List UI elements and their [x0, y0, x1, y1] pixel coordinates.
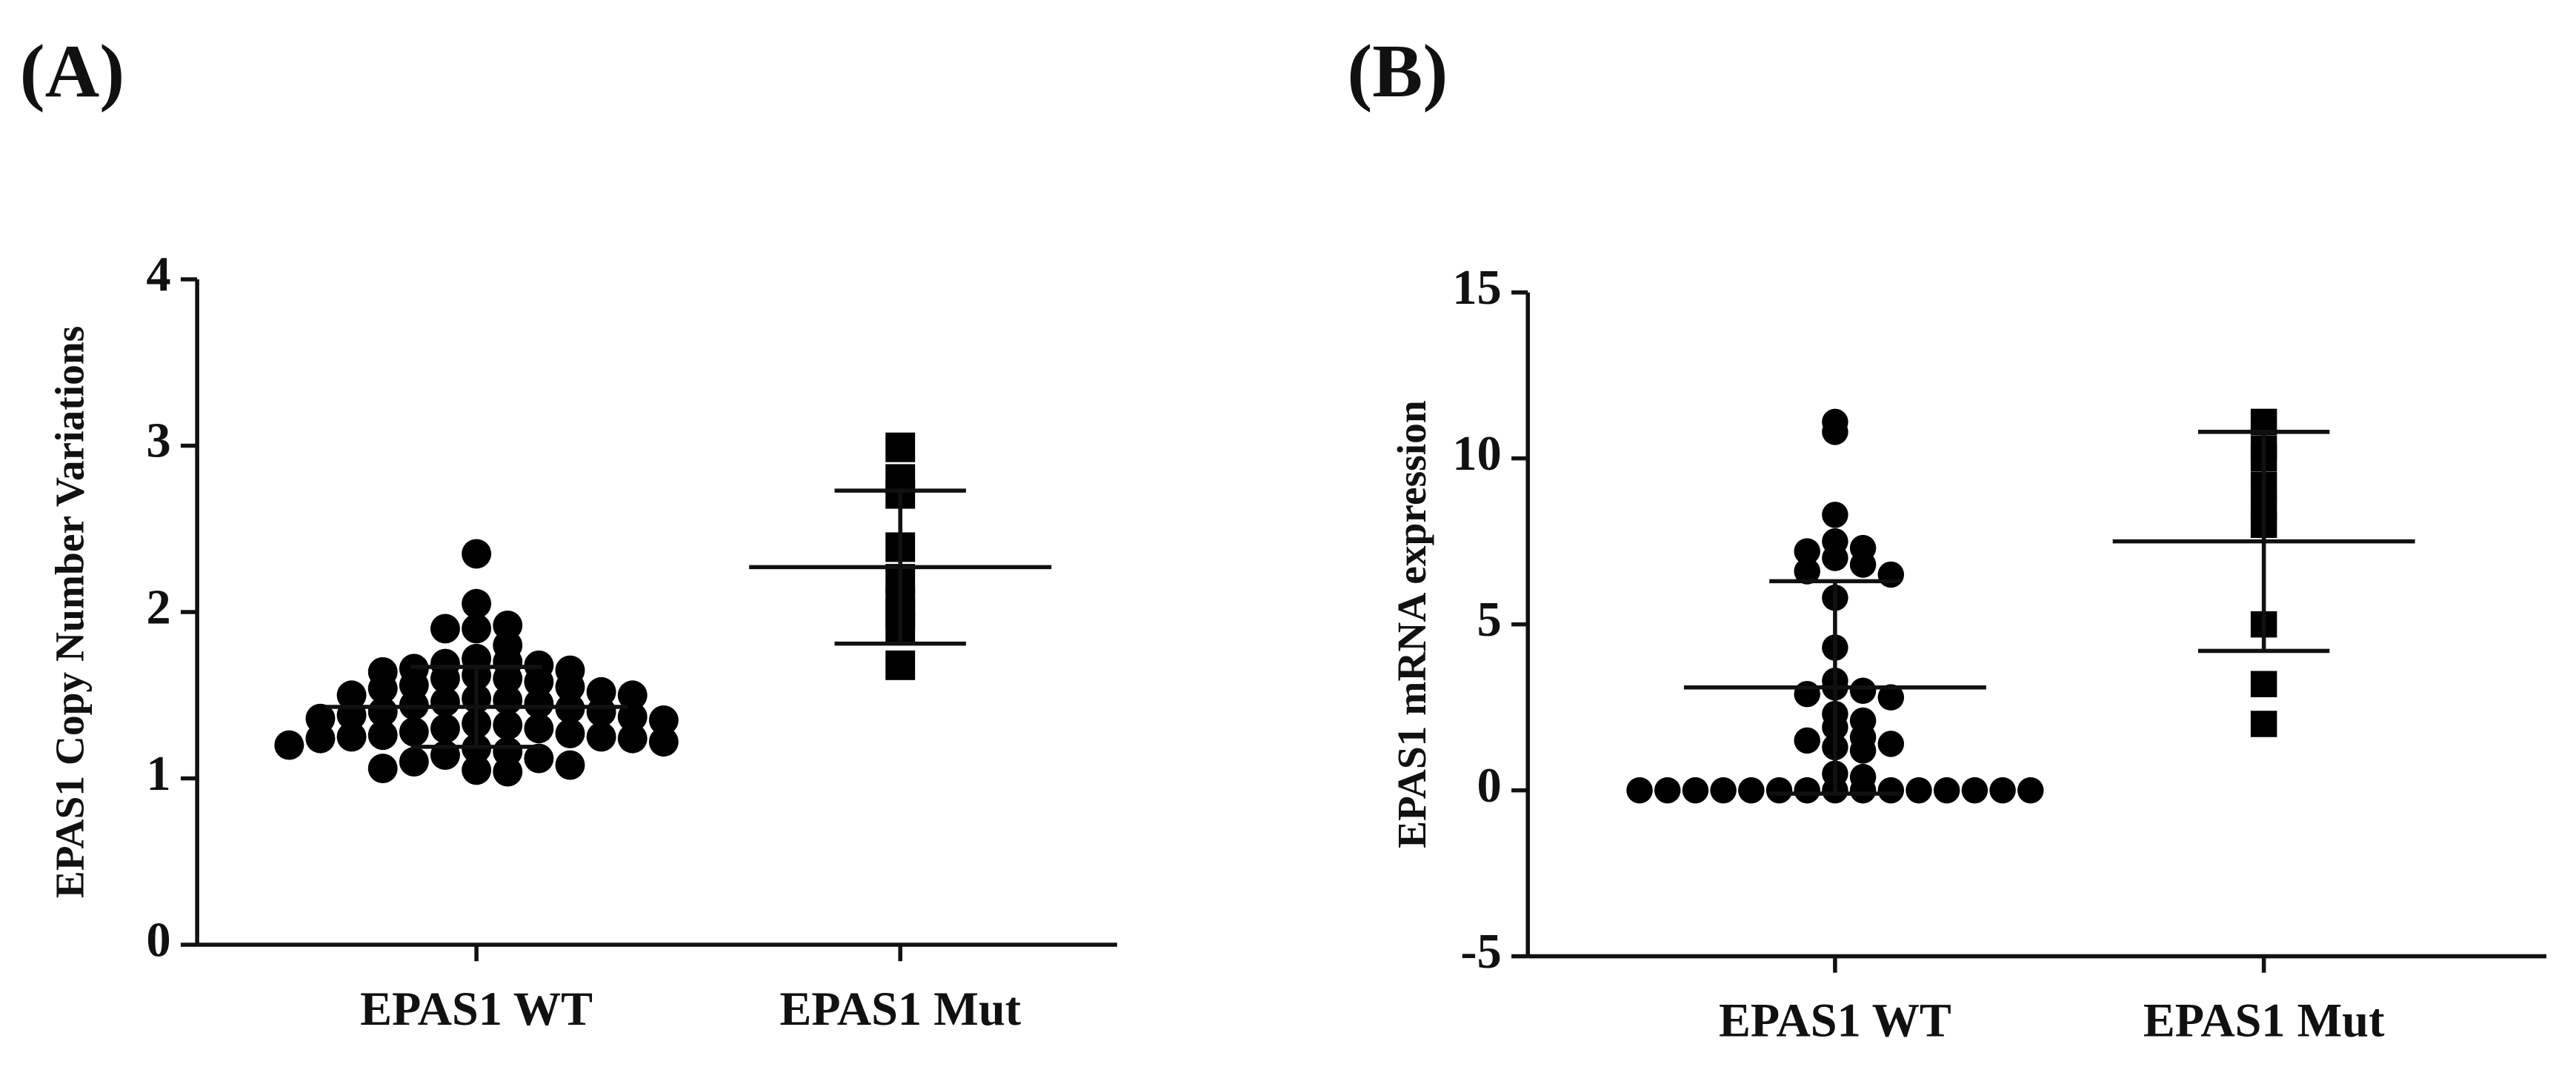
data-point [885, 650, 916, 680]
data-point [1961, 777, 1988, 804]
panel-label: (A) [20, 30, 125, 113]
data-point [885, 432, 916, 462]
data-point [1989, 777, 2016, 804]
data-point [1794, 777, 1820, 804]
data-point [555, 672, 585, 702]
data-point [274, 730, 304, 760]
data-point [2250, 671, 2277, 697]
data-point [493, 710, 523, 740]
data-point [2250, 711, 2277, 737]
data-point [1822, 419, 1848, 445]
data-point [617, 702, 648, 732]
data-point [430, 663, 460, 694]
y-tick-label: 15 [1452, 261, 1502, 315]
data-point [430, 687, 460, 717]
x-tick-label: EPAS1 Mut [2143, 994, 2385, 1046]
data-point [617, 680, 648, 711]
data-point [555, 750, 585, 780]
data-point [367, 720, 398, 751]
data-point [1765, 777, 1793, 804]
y-tick-label: 2 [146, 580, 170, 634]
x-tick-label: EPAS1 WT [1719, 994, 1951, 1046]
data-point [1794, 558, 1820, 585]
y-tick-label: 5 [1477, 593, 1502, 647]
data-point [336, 722, 367, 752]
data-point [399, 747, 429, 777]
data-point [430, 714, 460, 744]
data-point [367, 754, 398, 783]
data-point [1822, 502, 1848, 528]
data-point [1877, 561, 1905, 588]
data-point [1794, 680, 1820, 708]
data-point [2017, 777, 2044, 804]
y-axis-title: EPAS1 Copy Number Variations [47, 326, 93, 898]
data-point [524, 743, 554, 774]
data-point [1682, 777, 1709, 804]
data-point [1849, 551, 1877, 578]
data-point [367, 697, 398, 727]
data-point [462, 588, 492, 619]
data-point [1933, 777, 1960, 804]
data-point [1794, 727, 1820, 754]
data-point [1849, 677, 1877, 704]
data-point [367, 674, 398, 704]
y-tick-label: 0 [1477, 759, 1502, 813]
data-point [462, 539, 492, 569]
data-point [305, 723, 336, 754]
data-point [493, 757, 523, 787]
data-point [1849, 777, 1877, 804]
y-tick-label: 4 [146, 247, 170, 302]
y-tick-label: 10 [1452, 427, 1502, 481]
data-point [586, 697, 616, 727]
y-tick-label: -5 [1460, 925, 1501, 979]
data-point [1710, 777, 1737, 804]
data-point [555, 718, 585, 748]
data-point [493, 663, 523, 694]
data-point [524, 667, 554, 697]
data-point [586, 722, 616, 752]
data-point [1877, 731, 1905, 757]
data-point [1849, 737, 1877, 764]
y-axis-title: EPAS1 mRNA expression [1389, 400, 1434, 848]
data-point [1822, 545, 1848, 571]
data-point [1794, 538, 1820, 565]
data-point [1654, 777, 1681, 804]
x-tick-label: EPAS1 WT [360, 983, 593, 1035]
data-point [430, 614, 460, 644]
data-point [524, 714, 554, 744]
data-point [648, 727, 679, 757]
data-point [1877, 684, 1905, 711]
data-point [524, 688, 554, 719]
data-point [462, 614, 492, 644]
data-point [1877, 777, 1905, 804]
data-point [1626, 777, 1653, 804]
panel-label: (B) [1347, 30, 1448, 113]
data-point [1906, 777, 1932, 804]
data-point [617, 723, 648, 754]
x-tick-label: EPAS1 Mut [779, 983, 1021, 1035]
y-tick-label: 0 [146, 913, 170, 967]
y-tick-label: 3 [146, 414, 170, 468]
data-point [1738, 777, 1765, 804]
y-tick-label: 1 [146, 747, 170, 801]
data-point [399, 717, 429, 747]
data-point [462, 755, 492, 785]
data-point [648, 705, 679, 735]
